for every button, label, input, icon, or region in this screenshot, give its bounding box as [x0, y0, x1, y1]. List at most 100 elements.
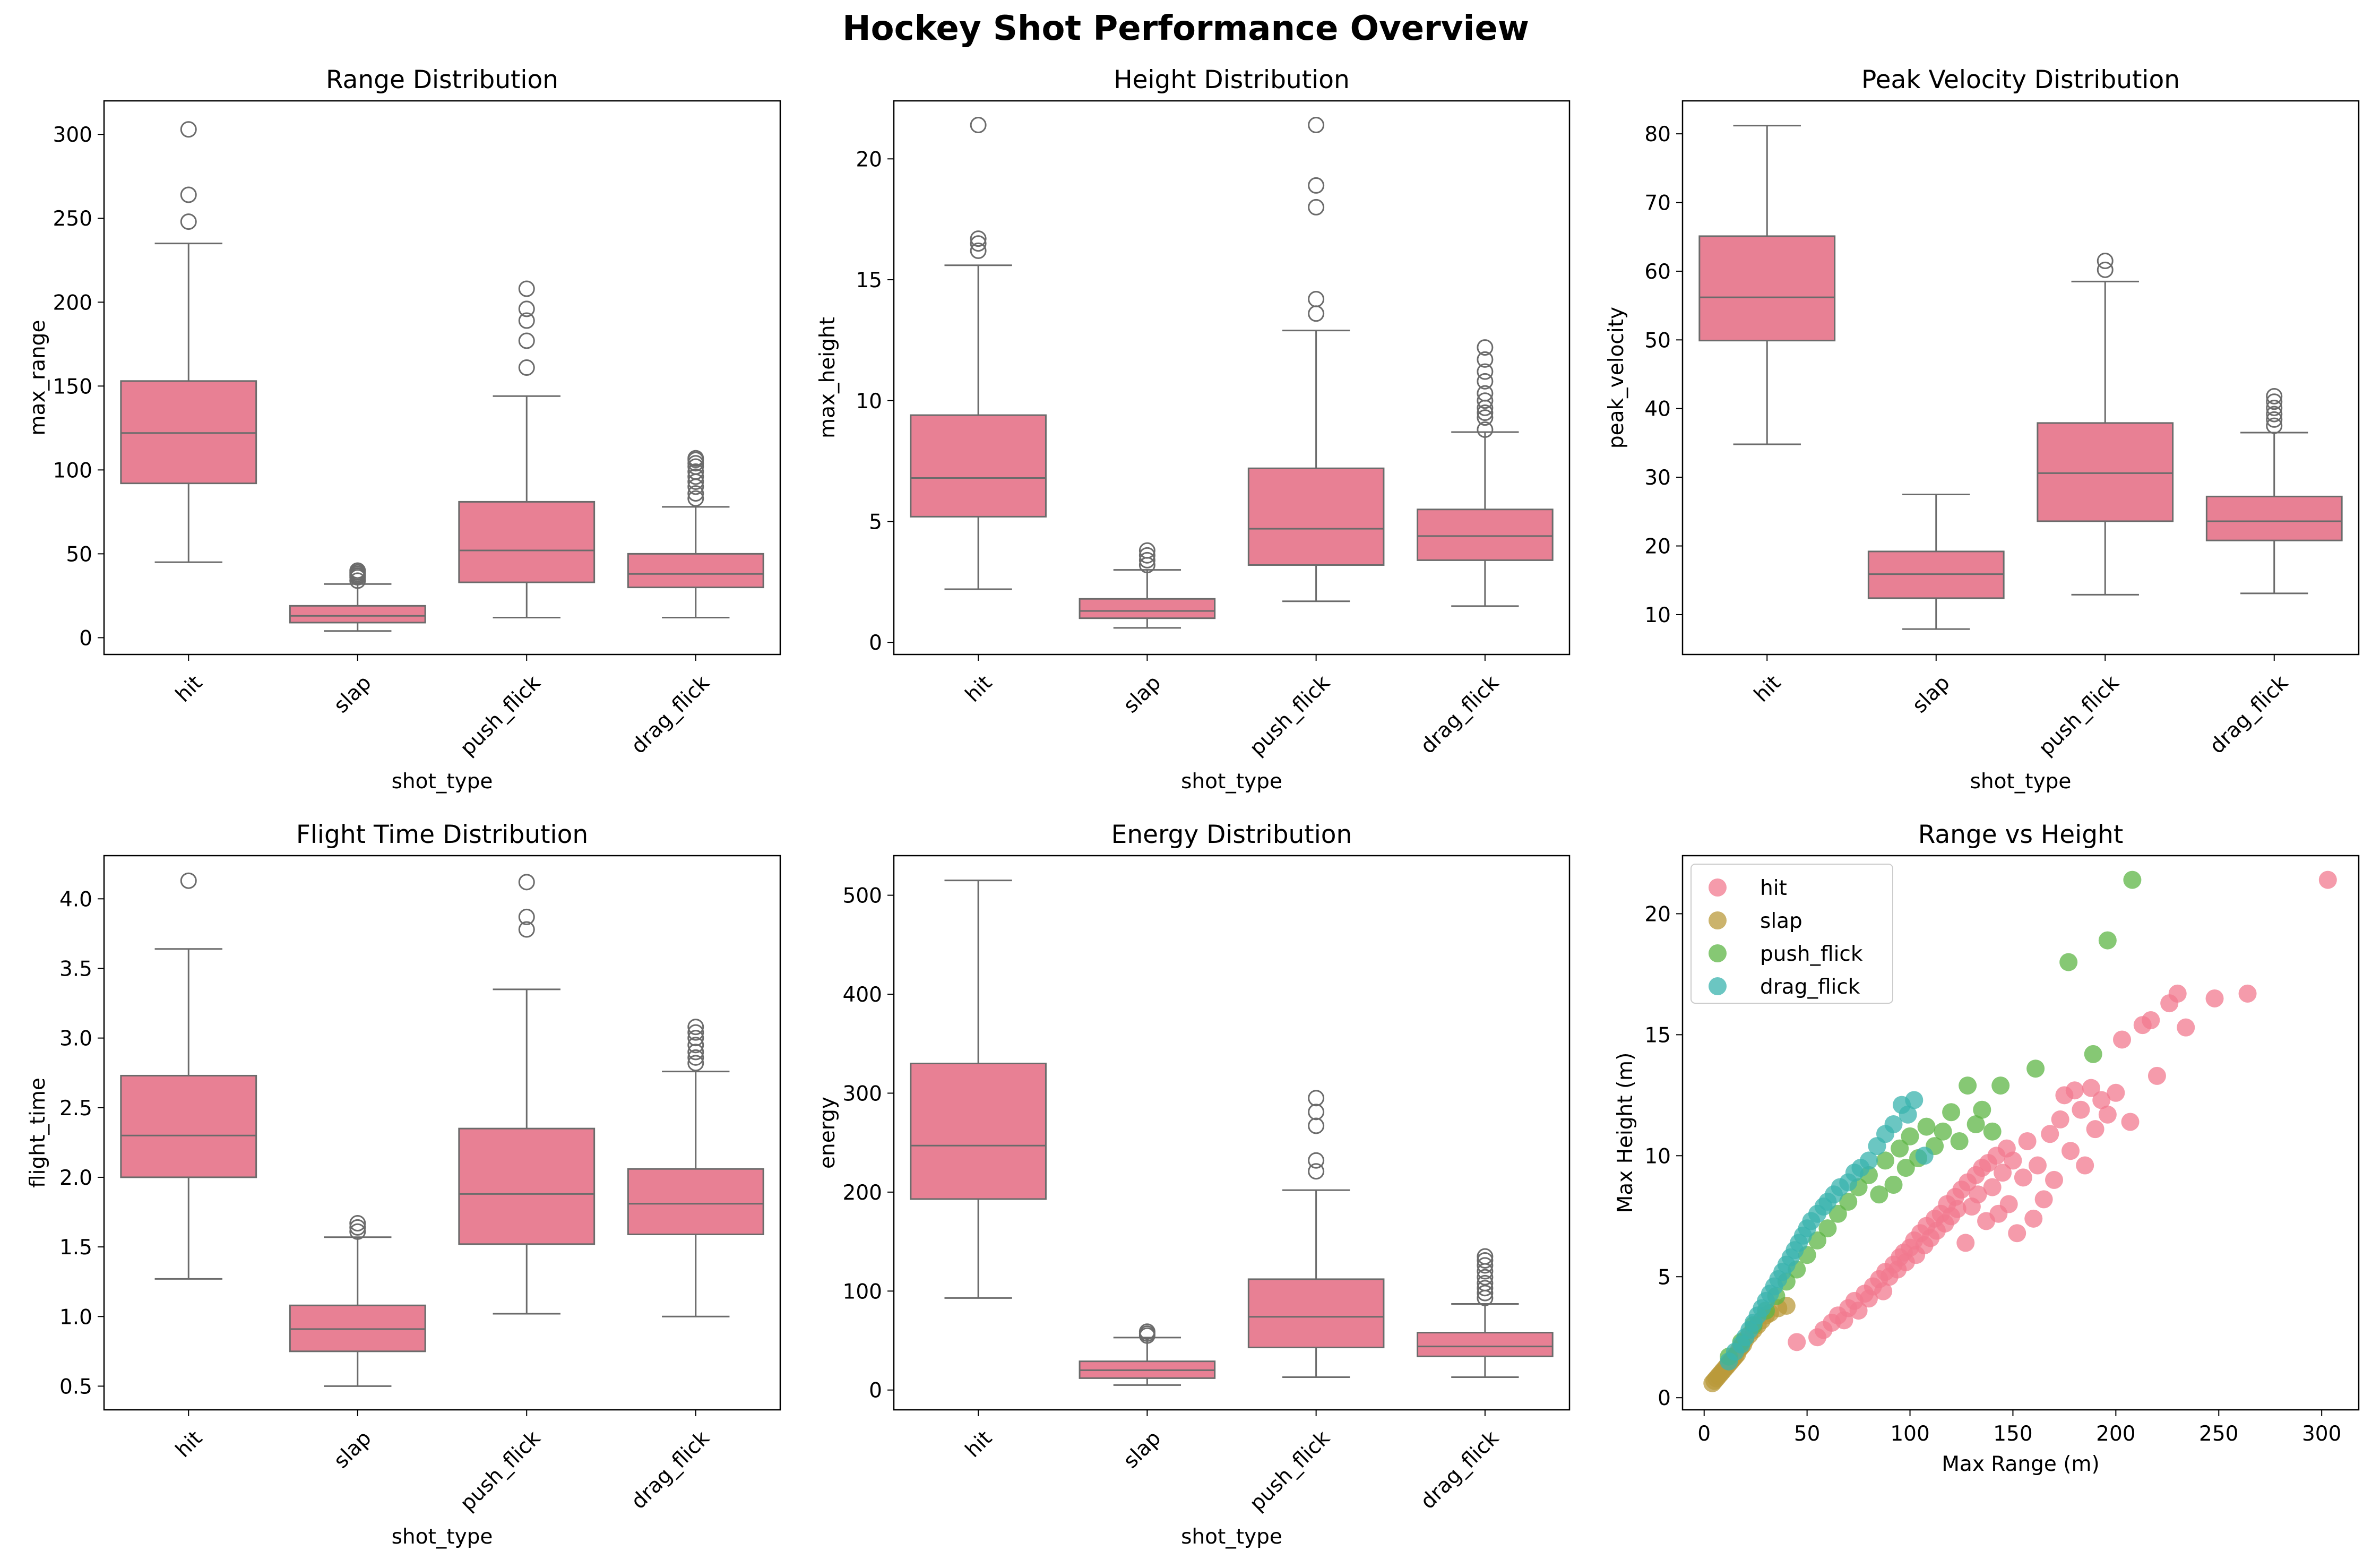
x-axis-label: shot_type [1970, 770, 2072, 794]
outlier-point [1477, 339, 1494, 356]
outlier-point [1138, 542, 1155, 559]
y-tick-label: 1.5 [59, 1236, 92, 1260]
y-tick-label: 20 [1644, 535, 1671, 559]
outlier-point [2266, 411, 2283, 428]
scatter-point [1901, 1127, 1919, 1145]
outlier-point [1477, 373, 1494, 390]
box-body [458, 501, 596, 583]
outlier-point [687, 1049, 704, 1066]
box-body [120, 380, 257, 485]
box-body [120, 1074, 257, 1178]
legend-marker-hit [1709, 878, 1727, 897]
legend: hit slap push_flick drag_flick [1690, 864, 1893, 1004]
panel-title: Energy Distribution [1111, 820, 1352, 849]
y-tick-label: 3.0 [59, 1027, 92, 1051]
scatter-point [1891, 1139, 1909, 1158]
scatter-point [1808, 1231, 1827, 1250]
outlier-point [970, 230, 987, 247]
outlier-point [349, 1223, 366, 1240]
outlier-point [1138, 552, 1155, 568]
panel-title: Height Distribution [1114, 65, 1350, 94]
scatter-point [2082, 1079, 2100, 1097]
scatter-point [2084, 1045, 2102, 1063]
y-tick-label: 30 [1644, 466, 1671, 490]
scatter-point [1950, 1132, 1969, 1150]
outlier-point [687, 468, 704, 485]
scatter-point [1818, 1219, 1837, 1238]
y-tick-label: 100 [53, 459, 92, 483]
y-tick-label: 300 [53, 123, 92, 147]
box-push_flick [458, 280, 596, 618]
panel-title: Range Distribution [326, 65, 558, 94]
box-hit [120, 121, 257, 563]
x-axis-label: shot_type [392, 770, 493, 794]
outlier-point [2266, 393, 2283, 410]
outlier-point [1308, 1152, 1325, 1169]
scatter-point [1959, 1076, 1977, 1095]
legend-label-slap: slap [1760, 909, 1802, 933]
y-tick-label: 400 [843, 983, 882, 1007]
panel-title: Flight Time Distribution [296, 820, 588, 849]
scatter-point [2098, 931, 2117, 950]
y-tick-label: 1.0 [59, 1305, 92, 1329]
outlier-point [349, 1219, 366, 1236]
y-tick-label: 0 [869, 1379, 882, 1403]
panel-4: Flight Time Distribution 0.5 1.0 1.5 2.0 2.5 3… [26, 820, 781, 1549]
outlier-point [180, 872, 197, 889]
scatter-point [1788, 1333, 1806, 1351]
x-tick-label: 300 [2302, 1422, 2341, 1446]
outlier-point [349, 562, 366, 579]
scatter-point [1899, 1105, 1917, 1124]
x-tick-label: 150 [1993, 1422, 2032, 1446]
box-body [910, 1063, 1047, 1200]
outlier-point [1477, 1285, 1494, 1302]
legend-label-drag_flick: drag_flick [1760, 975, 1860, 999]
outlier-point [518, 908, 535, 925]
scatter-points [1703, 871, 2337, 1392]
y-axis-label: energy [816, 1097, 840, 1169]
scatter-point [1966, 1115, 1985, 1134]
outlier-point [687, 1030, 704, 1047]
box-body [1247, 1278, 1385, 1349]
outlier-point [518, 300, 535, 317]
box-body [2037, 422, 2174, 522]
box-hit [910, 880, 1047, 1299]
scatter-point [1934, 1122, 1952, 1141]
scatter-point [2062, 1142, 2080, 1160]
y-tick-label: 15 [856, 269, 882, 292]
box-drag_flick [1417, 339, 1554, 607]
scatter-point [2205, 989, 2224, 1007]
y-tick-label: 10 [1644, 1144, 1671, 1168]
scatter-point [2113, 1030, 2132, 1049]
outlier-point [1477, 385, 1494, 402]
box-slap [289, 562, 426, 632]
box-drag_flick [627, 1019, 764, 1317]
scatter-point [1828, 1204, 1847, 1223]
scatter-point [1942, 1103, 1961, 1122]
y-axis-label: flight_time [26, 1078, 50, 1188]
scatter-point [1849, 1302, 1868, 1320]
box-body [627, 1168, 764, 1235]
y-axis-label: peak_velocity [1605, 307, 1628, 449]
outlier-point [518, 874, 535, 891]
scatter-point [2092, 1091, 2111, 1109]
scatter-point [2008, 1224, 2026, 1243]
outlier-point [2266, 406, 2283, 423]
outlier-point [1308, 1104, 1325, 1121]
scatter-point [2177, 1018, 2195, 1037]
outlier-point [2266, 387, 2283, 404]
outlier-point [1477, 421, 1494, 438]
box-body [1698, 235, 1836, 342]
scatter-point [1884, 1176, 1903, 1194]
scatter-point [1999, 1195, 2018, 1213]
series-drag_flick [1720, 1091, 1934, 1371]
y-tick-label: 200 [53, 291, 92, 315]
axes-frame [893, 100, 1571, 656]
outlier-point [970, 117, 987, 134]
outlier-point [1308, 177, 1325, 194]
box-body [458, 1127, 596, 1245]
scatter-point [1870, 1185, 1888, 1204]
outlier-point [518, 359, 535, 376]
outlier-point [687, 450, 704, 467]
